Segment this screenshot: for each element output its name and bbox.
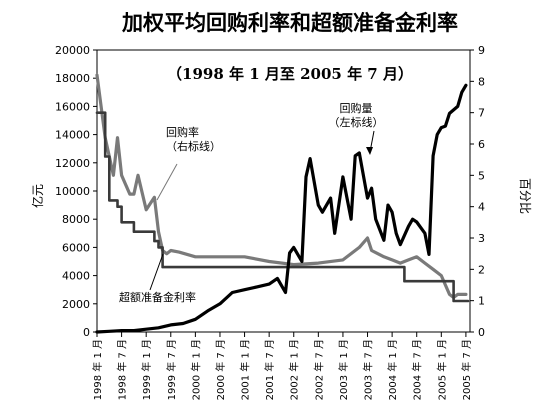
x-tick-label: 2001 年 7 月 <box>263 339 276 400</box>
x-tick-label: 2005 年 7 月 <box>460 339 473 400</box>
left-tick-label: 6000 <box>62 241 90 254</box>
annotation-pointer-excess-reserve <box>149 253 164 291</box>
right-tick-label: 2 <box>478 263 485 276</box>
annotation-arrowhead-repo-volume <box>366 147 373 155</box>
series-line-2 <box>95 111 470 303</box>
chart-title: 加权平均回购利率和超额准备金利率 <box>121 10 458 35</box>
annotation-repo-volume: （左标线） <box>329 115 384 129</box>
series-line-1 <box>95 73 468 300</box>
axes-layer: 0200040006000800010000120001400016000180… <box>55 44 485 400</box>
x-tick-label: 2002 年 7 月 <box>312 339 325 400</box>
x-tick-label: 2004 年 1 月 <box>386 339 399 400</box>
x-tick-label: 2000 年 1 月 <box>189 339 202 400</box>
annotation-repo-rate: （右标线） <box>166 139 221 153</box>
right-tick-label: 0 <box>478 326 485 339</box>
right-tick-label: 7 <box>478 107 485 120</box>
right-tick-label: 5 <box>478 169 485 182</box>
left-tick-label: 10000 <box>55 185 90 198</box>
x-tick-label: 2002 年 1 月 <box>288 339 301 400</box>
right-tick-label: 3 <box>478 232 485 245</box>
left-tick-label: 18000 <box>55 72 90 85</box>
annotation-pointer-repo-rate <box>156 163 178 201</box>
annotation-layer: 回购量（左标线） 回购率（右标线） 超额准备金利率 <box>119 101 384 304</box>
right-tick-label: 6 <box>478 138 485 151</box>
x-tick-label: 1999 年 1 月 <box>140 339 153 400</box>
x-tick-label: 2003 年 7 月 <box>362 339 375 400</box>
x-tick-label: 1998 年 1 月 <box>91 339 104 400</box>
x-tick-label: 2001 年 1 月 <box>239 339 252 400</box>
left-tick-label: 16000 <box>55 100 90 113</box>
x-tick-label: 2005 年 1 月 <box>435 339 448 400</box>
right-tick-label: 8 <box>478 75 485 88</box>
annotation-repo-volume: 回购量 <box>340 101 373 115</box>
right-axis-title: 百分比 <box>518 178 532 214</box>
left-tick-label: 14000 <box>55 129 90 142</box>
left-tick-label: 2000 <box>62 298 90 311</box>
x-tick-label: 1998 年 7 月 <box>116 339 129 400</box>
x-tick-label: 1999 年 7 月 <box>165 339 178 400</box>
left-tick-label: 8000 <box>62 213 90 226</box>
x-tick-label: 2000 年 7 月 <box>214 339 227 400</box>
left-tick-label: 20000 <box>55 44 90 57</box>
right-tick-label: 9 <box>478 44 485 57</box>
right-tick-label: 1 <box>478 295 485 308</box>
annotation-repo-rate: 回购率 <box>166 125 199 139</box>
x-tick-label: 2003 年 1 月 <box>337 339 350 400</box>
annotation-excess-reserve-rate: 超额准备金利率 <box>119 290 196 304</box>
left-tick-label: 0 <box>83 326 90 339</box>
left-tick-label: 4000 <box>62 270 90 283</box>
left-axis-title: 亿元 <box>30 184 45 208</box>
series-line-0 <box>95 83 468 334</box>
chart-subtitle: （1998 年 1 月至 2005 年 7 月） <box>167 65 413 83</box>
left-tick-label: 12000 <box>55 157 90 170</box>
series-layer <box>95 73 470 334</box>
x-tick-label: 2004 年 7 月 <box>411 339 424 400</box>
right-tick-label: 4 <box>478 201 485 214</box>
